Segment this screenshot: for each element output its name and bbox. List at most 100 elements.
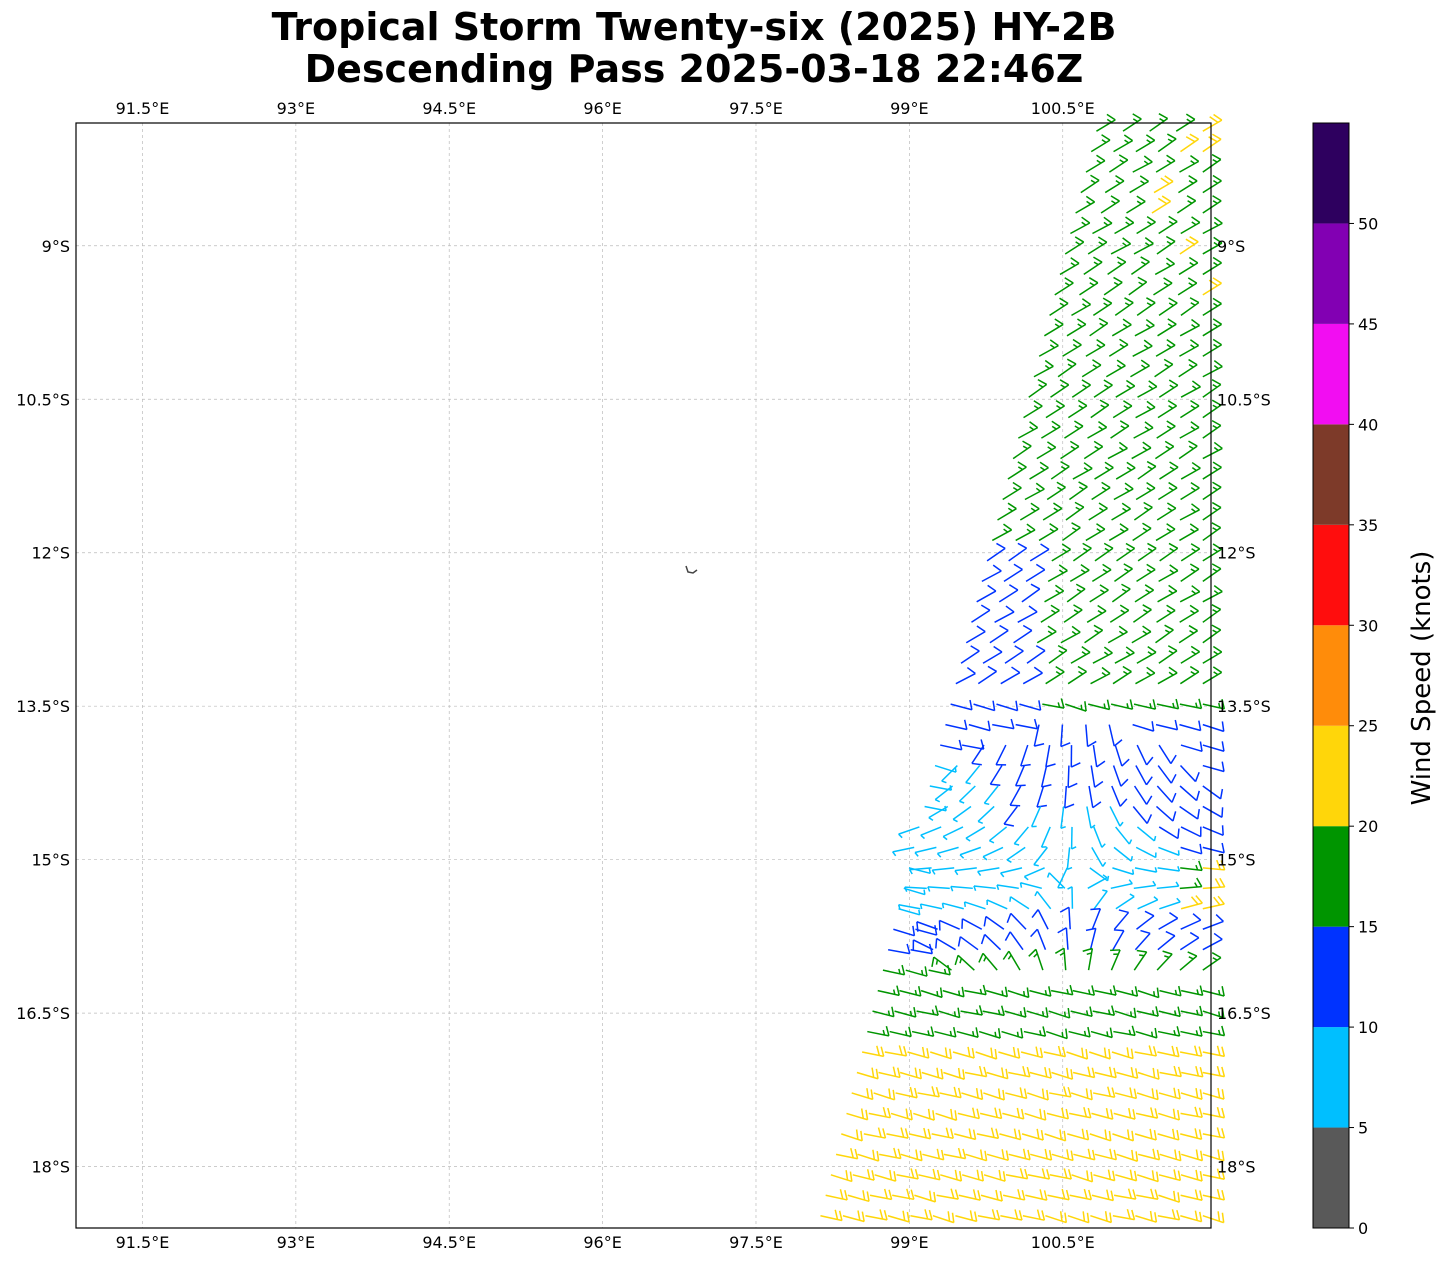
wind-barb — [1072, 985, 1096, 996]
wind-barb — [856, 1067, 879, 1080]
wind-barb — [1060, 440, 1080, 460]
lon-tick-label-bottom: 99°E — [890, 1233, 928, 1252]
wind-barb — [1180, 895, 1203, 910]
wind-barb — [1049, 1168, 1072, 1180]
wind-barb — [1008, 542, 1028, 562]
wind-barb — [1178, 358, 1198, 378]
wind-barb — [857, 1149, 880, 1162]
wind-barb — [1087, 874, 1108, 889]
wind-barb — [1202, 419, 1222, 439]
wind-barb — [1017, 605, 1038, 623]
wind-barb — [978, 952, 998, 971]
wind-barb — [1022, 666, 1043, 685]
wind-barb — [1066, 583, 1086, 603]
wind-barb — [994, 605, 1015, 623]
wind-barb — [1100, 195, 1120, 214]
wind-barb — [939, 1086, 962, 1099]
wind-barb — [1179, 1045, 1203, 1057]
wind-barb — [1202, 1189, 1226, 1201]
wind-barb — [1026, 645, 1046, 664]
wind-barb — [1158, 744, 1177, 765]
wind-barb — [1128, 276, 1148, 296]
wind-barb — [899, 1067, 922, 1080]
wind-barb — [1135, 666, 1156, 685]
wind-barb — [1134, 929, 1151, 951]
wind-barb — [1057, 867, 1068, 889]
wind-barb — [1202, 174, 1222, 194]
wind-barb — [983, 785, 999, 806]
wind-barb — [1130, 256, 1150, 276]
wind-barb — [927, 886, 950, 892]
wind-barb — [1202, 1065, 1226, 1078]
wind-barb — [1202, 895, 1225, 910]
wind-barb — [1135, 1210, 1158, 1223]
wind-barb — [1003, 806, 1018, 827]
wind-barb — [846, 1108, 869, 1121]
wind-barb — [1135, 765, 1153, 786]
wind-barb — [930, 1047, 952, 1060]
wind-barb — [903, 887, 926, 896]
wind-barb — [1070, 826, 1077, 850]
colorbar: 0 5 10 15 20 25 30 35 40 45 50 — [1312, 122, 1378, 1238]
wind-barb — [1135, 1027, 1158, 1039]
wind-barb — [1157, 1128, 1180, 1141]
wind-barb — [928, 964, 951, 976]
wind-barb — [1023, 400, 1043, 419]
wind-barb — [1109, 806, 1124, 827]
wind-barb — [954, 867, 977, 876]
wind-barb — [1179, 523, 1199, 542]
wind-barb — [1202, 842, 1225, 854]
wind-barb — [1091, 563, 1112, 583]
wind-barb — [1090, 1027, 1113, 1039]
wind-barb — [1065, 501, 1085, 521]
wind-barb — [1072, 1066, 1096, 1079]
colorbar-tick-label: 45 — [1358, 315, 1378, 334]
colorbar-bin — [1313, 1127, 1349, 1228]
wind-barb — [965, 826, 986, 842]
wind-barb — [909, 867, 932, 875]
wind-barb — [1158, 1006, 1181, 1018]
colorbar-bin — [1313, 524, 1349, 626]
colorbar-frame — [1312, 122, 1350, 1229]
wind-barb — [1114, 563, 1133, 582]
wind-barb — [1136, 1006, 1159, 1017]
wind-barb — [1045, 665, 1065, 685]
lon-tick-label-bottom: 96°E — [583, 1233, 621, 1252]
wind-barb — [830, 1170, 853, 1183]
wind-barb — [1180, 133, 1200, 153]
wind-barb — [977, 867, 1000, 876]
wind-barb — [888, 943, 911, 955]
wind-barb — [1021, 583, 1041, 603]
wind-barb — [1113, 1025, 1136, 1037]
wind-barb — [1090, 666, 1111, 685]
wind-barb — [1096, 113, 1116, 132]
wind-barb — [1132, 339, 1153, 357]
wind-barb — [1157, 866, 1181, 872]
wind-barb — [1072, 462, 1093, 480]
wind-barb — [959, 846, 982, 859]
wind-barb — [1040, 604, 1060, 623]
wind-barb — [1027, 1168, 1051, 1180]
wind-barb — [963, 901, 986, 910]
wind-barb — [981, 564, 1002, 583]
wind-barb — [1083, 256, 1103, 276]
colorbar-tick-label: 5 — [1358, 1119, 1368, 1138]
wind-barb — [917, 1086, 940, 1098]
wind-barb — [1202, 236, 1223, 255]
wind-barb — [1051, 1149, 1074, 1162]
wind-barb — [1136, 297, 1156, 316]
wind-barb — [1136, 1188, 1159, 1200]
wind-barb — [950, 699, 973, 711]
wind-barb — [1043, 1045, 1067, 1058]
wind-barb — [1040, 826, 1051, 848]
wind-barb — [955, 1210, 978, 1223]
wind-barb — [1014, 765, 1026, 787]
wind-barb — [1007, 461, 1027, 480]
wind-barb — [1034, 890, 1052, 910]
wind-barb — [1066, 1047, 1089, 1060]
lat-tick-label-left: 18°S — [31, 1158, 70, 1177]
wind-barb — [971, 604, 991, 623]
colorbar-bin — [1313, 1027, 1349, 1128]
wind-barb — [1064, 236, 1085, 255]
wind-barb — [1054, 277, 1074, 296]
